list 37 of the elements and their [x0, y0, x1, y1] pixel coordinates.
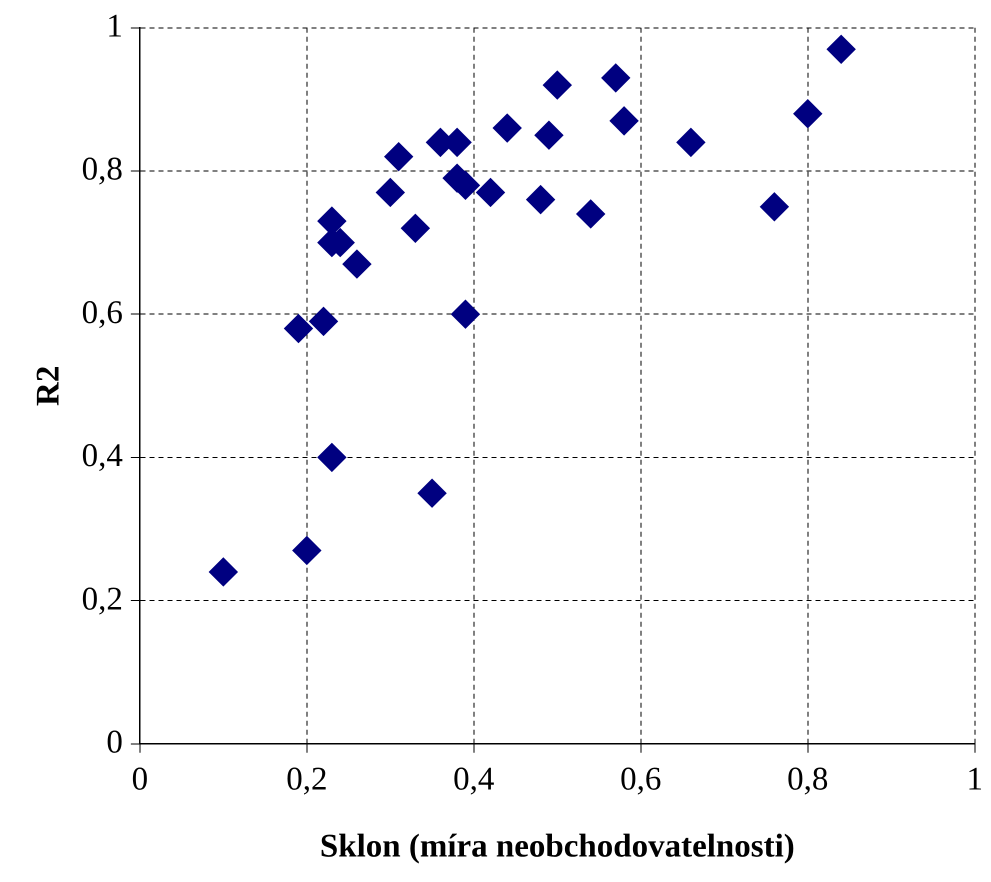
y-tick-label: 0,6	[82, 294, 123, 331]
point	[450, 300, 480, 329]
point	[292, 536, 322, 565]
point	[376, 178, 405, 207]
point	[476, 178, 506, 207]
point	[676, 128, 706, 157]
y-tick-label: 1	[106, 8, 123, 44]
point	[534, 120, 564, 150]
x-tick-label: 1	[966, 761, 983, 798]
point	[317, 442, 346, 472]
point	[601, 63, 630, 92]
point	[342, 250, 372, 279]
point	[400, 214, 430, 243]
y-tick-label: 0,2	[82, 581, 123, 618]
point	[384, 142, 414, 172]
x-tick-label: 0	[132, 761, 148, 798]
x-tick-label: 0,2	[286, 761, 328, 798]
point	[208, 557, 238, 586]
point	[542, 70, 572, 100]
x-tick-label: 0,6	[620, 761, 662, 798]
x-axis-title: Sklon (míra neobchodovatelnosti)	[320, 828, 795, 865]
point	[793, 99, 822, 128]
point	[309, 306, 338, 336]
y-tick-label: 0,4	[82, 438, 123, 474]
point	[760, 192, 789, 222]
point	[526, 185, 556, 214]
x-tick-label: 0,8	[787, 761, 828, 798]
y-tick-label: 0,8	[82, 152, 123, 188]
point	[576, 199, 606, 228]
point	[284, 314, 313, 344]
y-tick-label: 0	[106, 724, 123, 760]
point	[418, 478, 447, 508]
point	[610, 106, 639, 136]
point	[826, 34, 856, 64]
point	[492, 114, 522, 143]
y-axis-title: R2	[30, 366, 66, 406]
x-tick-label: 0,4	[453, 761, 494, 798]
